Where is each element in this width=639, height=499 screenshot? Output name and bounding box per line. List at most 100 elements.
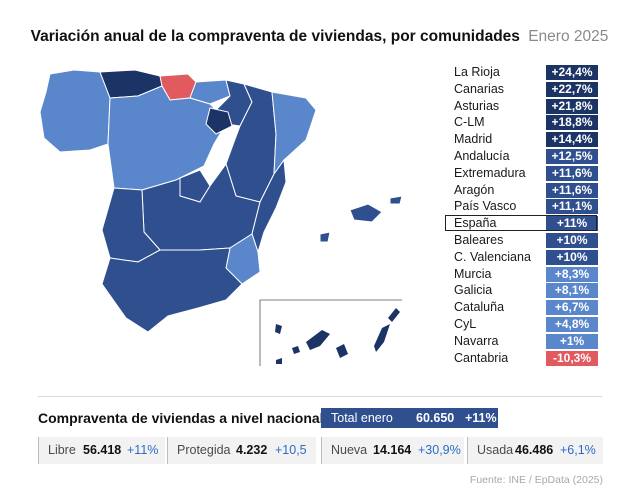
region-baleares — [349, 203, 383, 223]
total-badge: Total enero 60.650 +11% — [321, 408, 498, 428]
stat-protegida: Protegida 4.232 +10,5 — [167, 437, 316, 464]
ranking-row-name: Murcia — [454, 266, 492, 281]
ranking-row: País Vasco +11,1% — [446, 198, 598, 215]
ranking-row-value: +14,4% — [546, 132, 598, 148]
stat-label: Libre — [48, 443, 76, 457]
ranking-row-name: País Vasco — [454, 199, 517, 214]
spain-choropleth-map — [39, 69, 403, 366]
ranking-row-value: +24,4% — [546, 65, 598, 80]
ranking-row-name: Extremadura — [454, 165, 526, 180]
ranking-row-name: Cantabria — [454, 350, 509, 365]
ranking-row-value: +4,8% — [546, 316, 598, 332]
ranking-row-name: España — [454, 216, 497, 231]
stat-change: +10,5 — [275, 443, 307, 457]
ranking-row: CyL +4,8% — [446, 316, 598, 333]
region-canarias-tenerife — [306, 330, 330, 350]
ranking-row: Andalucía +12,5% — [446, 148, 598, 165]
ranking-table: La Rioja +24,4% Canarias +22,7% Asturias +21,… — [445, 64, 598, 367]
ranking-row-name: Madrid — [454, 132, 493, 147]
total-label: Total enero — [331, 411, 393, 425]
ranking-row: Galicia +8,1% — [446, 282, 598, 299]
title-subtitle: Enero 2025 — [528, 28, 609, 45]
ranking-row-name: Galicia — [454, 283, 493, 298]
ranking-row: La Rioja +24,4% — [446, 64, 598, 81]
ranking-row: Cantabria -10,3% — [446, 350, 598, 367]
ranking-row: Madrid +14,4% — [446, 131, 598, 148]
title-text: Variación anual de la compraventa de viv… — [30, 28, 520, 45]
region-la-rioja — [205, 107, 233, 135]
stat-nueva: Nueva 14.164 +30,9% — [321, 437, 464, 464]
canarias-inset-frame — [259, 299, 402, 366]
ranking-row-value: +6,7% — [546, 300, 598, 316]
ranking-row: C-LM +18,8% — [446, 114, 598, 131]
region-canarias-fuerteventura — [374, 324, 390, 352]
ranking-row-value: +8,3% — [546, 266, 598, 282]
ranking-highlight-box — [445, 215, 597, 232]
ranking-row-name: Asturias — [454, 98, 500, 113]
ranking-row-name: C-LM — [454, 115, 485, 130]
ranking-row-name: Canarias — [454, 81, 505, 96]
source-note: Fuente: INE / EpData (2025) — [469, 474, 603, 486]
chart-title: Variación anual de la compraventa de viv… — [0, 28, 639, 46]
region-canarias-gomera — [292, 346, 300, 354]
ranking-row-value: +10% — [546, 249, 598, 265]
stat-value: 4.232 — [236, 443, 268, 457]
ranking-row-value: +18,8% — [546, 115, 598, 131]
ranking-row: Baleares +10% — [446, 232, 598, 249]
total-value: 60.650 — [416, 411, 455, 425]
ranking-row: Extremadura +11,6% — [446, 165, 598, 182]
ranking-row-name: La Rioja — [454, 65, 500, 79]
region-pais-vasco — [189, 79, 231, 105]
ranking-row: Canarias +22,7% — [446, 81, 598, 98]
stat-change: +6,1% — [560, 443, 596, 457]
region-canarias-hierro — [276, 358, 282, 364]
ranking-row-value: +8,1% — [546, 283, 598, 299]
ranking-row-value: +12,5% — [546, 148, 598, 164]
ranking-row-name: Baleares — [454, 232, 504, 247]
ranking-row-value: +11,6% — [546, 182, 598, 198]
ranking-row-value: +10% — [546, 232, 598, 248]
stat-usada: Usada 46.486 +6,1% — [467, 437, 603, 464]
ranking-row-value: +1% — [546, 333, 598, 349]
stat-value: 14.164 — [373, 443, 412, 457]
region-baleares-menorca — [389, 195, 403, 205]
ranking-row-name: CyL — [454, 316, 477, 331]
region-andalucia — [101, 247, 243, 333]
stat-label: Nueva — [331, 443, 368, 457]
ranking-row: C. Valenciana +10% — [446, 249, 598, 266]
ranking-row-value: +11% — [546, 216, 598, 232]
region-baleares-ibiza — [319, 231, 331, 243]
region-comunidad-valenciana — [251, 158, 287, 254]
ranking-row-value: +22,7% — [546, 81, 598, 97]
ranking-row: Asturias +21,8% — [446, 98, 598, 115]
ranking-row-name: Andalucía — [454, 148, 510, 163]
ranking-row-value: +11,1% — [546, 199, 598, 215]
stat-change: +11% — [127, 443, 159, 457]
ranking-row-value: +11,6% — [546, 165, 598, 181]
ranking-row: Cataluña +6,7% — [446, 299, 598, 316]
stat-label: Protegida — [177, 443, 231, 457]
region-cataluna — [271, 91, 317, 176]
ranking-row-value: +21,8% — [546, 98, 598, 114]
ranking-row-name: C. Valenciana — [454, 249, 531, 264]
region-galicia — [39, 69, 111, 153]
stat-change: +30,9% — [418, 443, 461, 457]
ranking-row: Aragón +11,6% — [446, 182, 598, 199]
ranking-row-name: Navarra — [454, 333, 499, 348]
stat-libre: Libre 56.418 +11% — [38, 437, 165, 464]
ranking-row-name: Aragón — [454, 182, 495, 197]
stat-label: Usada — [477, 443, 514, 457]
ranking-row: Navarra +1% — [446, 333, 598, 350]
stat-value: 56.418 — [83, 443, 122, 457]
region-canarias-la-palma — [275, 324, 282, 334]
national-title: Compraventa de viviendas a nivel naciona… — [38, 410, 324, 426]
section-divider — [38, 396, 602, 397]
region-canarias-gran-canaria — [336, 344, 348, 358]
ranking-row-value: -10,3% — [546, 350, 598, 366]
ranking-row: Murcia +8,3% — [446, 266, 598, 283]
ranking-row: España +11% — [445, 215, 598, 232]
ranking-row-name: Cataluña — [454, 300, 505, 315]
total-change: +11% — [465, 411, 497, 425]
stat-value: 46.486 — [515, 443, 554, 457]
region-canarias-lanzarote — [388, 308, 400, 322]
